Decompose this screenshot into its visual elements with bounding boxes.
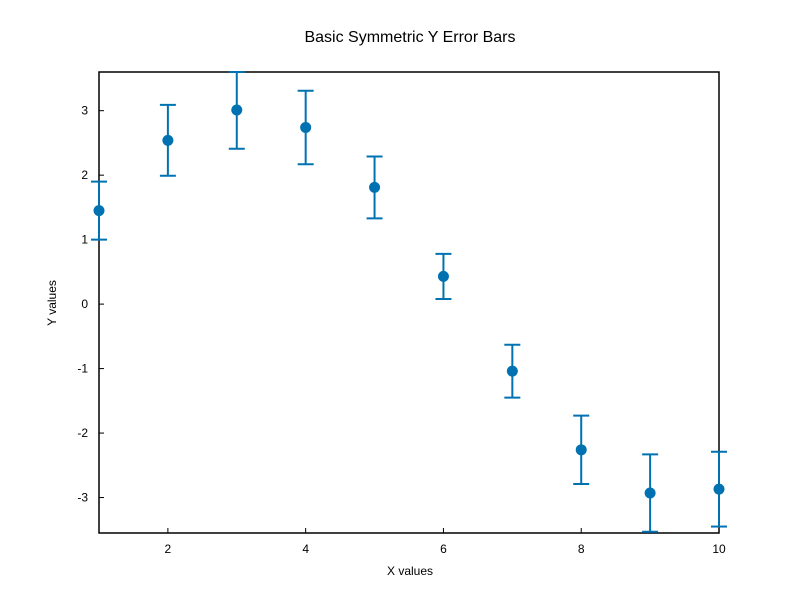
x-axis-label: X values	[387, 564, 433, 578]
x-tick-label: 8	[578, 542, 585, 556]
y-tick-label: -2	[77, 426, 88, 440]
chart-title: Basic Symmetric Y Error Bars	[304, 29, 515, 46]
y-tick-label: -1	[77, 362, 88, 376]
data-point	[231, 104, 243, 116]
y-tick-label: 0	[81, 297, 88, 311]
data-point	[437, 270, 449, 282]
x-tick-label: 4	[302, 542, 309, 556]
y-tick-label: -3	[77, 491, 88, 505]
y-tick-label: 3	[81, 104, 88, 118]
x-tick-label: 6	[440, 542, 447, 556]
y-tick-label: 1	[81, 233, 88, 247]
data-point	[93, 205, 105, 217]
plot-frame	[98, 71, 720, 534]
data-point	[162, 134, 174, 146]
data-point	[506, 365, 518, 377]
y-tick-label: 2	[81, 168, 88, 182]
x-tick-label: 10	[712, 542, 726, 556]
data-point	[644, 487, 656, 499]
data-point	[369, 181, 381, 193]
y-axis-label: Y values	[45, 280, 59, 326]
data-point	[300, 121, 312, 133]
x-tick-label: 2	[165, 542, 172, 556]
data-point	[713, 483, 725, 495]
data-point	[575, 444, 587, 456]
